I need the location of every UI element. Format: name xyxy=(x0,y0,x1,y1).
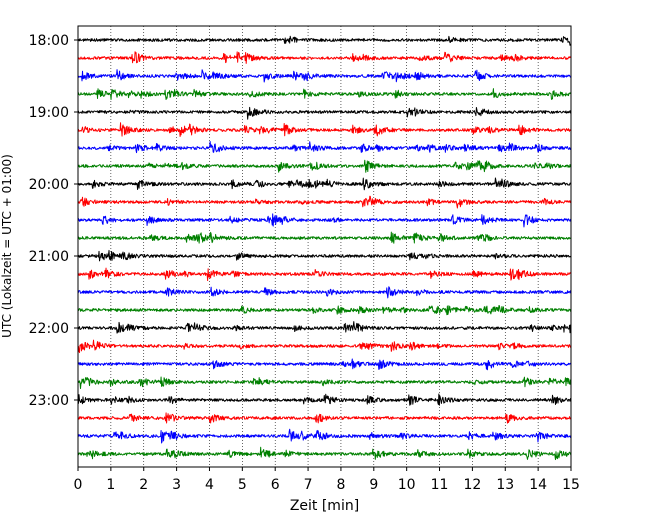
trace-1830 xyxy=(77,69,572,83)
trace-1945 xyxy=(77,159,572,173)
trace-2245 xyxy=(77,376,572,390)
x-axis: 0 1 2 3 4 5 6 7 8 9 10 11 12 13 14 15 xyxy=(74,467,580,493)
x-tick-label-7: 7 xyxy=(304,477,313,493)
y-tick-label-21:00: 21:00 xyxy=(29,249,69,265)
trace-2130 xyxy=(77,286,572,299)
trace-1845 xyxy=(77,88,572,100)
y-tick-label-19:00: 19:00 xyxy=(29,105,69,121)
x-tick-label-2: 2 xyxy=(139,477,148,493)
x-tick-label-1: 1 xyxy=(106,477,115,493)
trace-2115 xyxy=(77,267,572,282)
trace-2000 xyxy=(77,177,572,191)
x-tick-label-11: 11 xyxy=(431,477,449,493)
x-tick-label-4: 4 xyxy=(205,477,214,493)
trace-layer xyxy=(77,35,572,461)
x-tick-label-15: 15 xyxy=(562,477,580,493)
y-axis-label: UTC (Lokalzeit = UTC + 01:00) xyxy=(0,154,14,338)
trace-1800 xyxy=(77,35,572,46)
trace-2300 xyxy=(77,393,572,406)
trace-1915 xyxy=(77,122,572,137)
x-tick-label-13: 13 xyxy=(496,477,514,493)
trace-2100 xyxy=(77,249,572,262)
x-axis-label: Zeit [min] xyxy=(290,498,359,514)
x-tick-label-5: 5 xyxy=(238,477,247,493)
trace-2345 xyxy=(77,446,572,461)
trace-2145 xyxy=(77,305,572,316)
trace-2215 xyxy=(77,339,572,354)
y-tick-label-23:00: 23:00 xyxy=(29,393,69,409)
trace-2045 xyxy=(77,231,572,244)
y-axis: 18:00 19:00 20:00 21:00 22:00 23:00 xyxy=(29,33,78,409)
trace-1930 xyxy=(77,140,572,154)
x-tick-label-9: 9 xyxy=(369,477,378,493)
trace-2030 xyxy=(77,213,572,228)
trace-1815 xyxy=(77,51,572,64)
trace-2200 xyxy=(77,321,572,334)
x-tick-label-10: 10 xyxy=(398,477,416,493)
plot-frame xyxy=(77,25,572,468)
x-tick-label-3: 3 xyxy=(172,477,181,493)
x-tick-label-6: 6 xyxy=(271,477,280,493)
y-tick-label-18:00: 18:00 xyxy=(29,33,69,49)
trace-2230 xyxy=(77,358,572,371)
trace-2330 xyxy=(77,428,572,444)
y-tick-label-20:00: 20:00 xyxy=(29,177,69,193)
trace-2315 xyxy=(77,412,572,424)
trace-1900 xyxy=(77,106,572,120)
x-tick-label-12: 12 xyxy=(463,477,481,493)
trace-2015 xyxy=(77,195,572,209)
x-tick-label-8: 8 xyxy=(336,477,345,493)
x-tick-label-14: 14 xyxy=(529,477,547,493)
x-tick-label-0: 0 xyxy=(74,477,83,493)
y-tick-label-22:00: 22:00 xyxy=(29,321,69,337)
